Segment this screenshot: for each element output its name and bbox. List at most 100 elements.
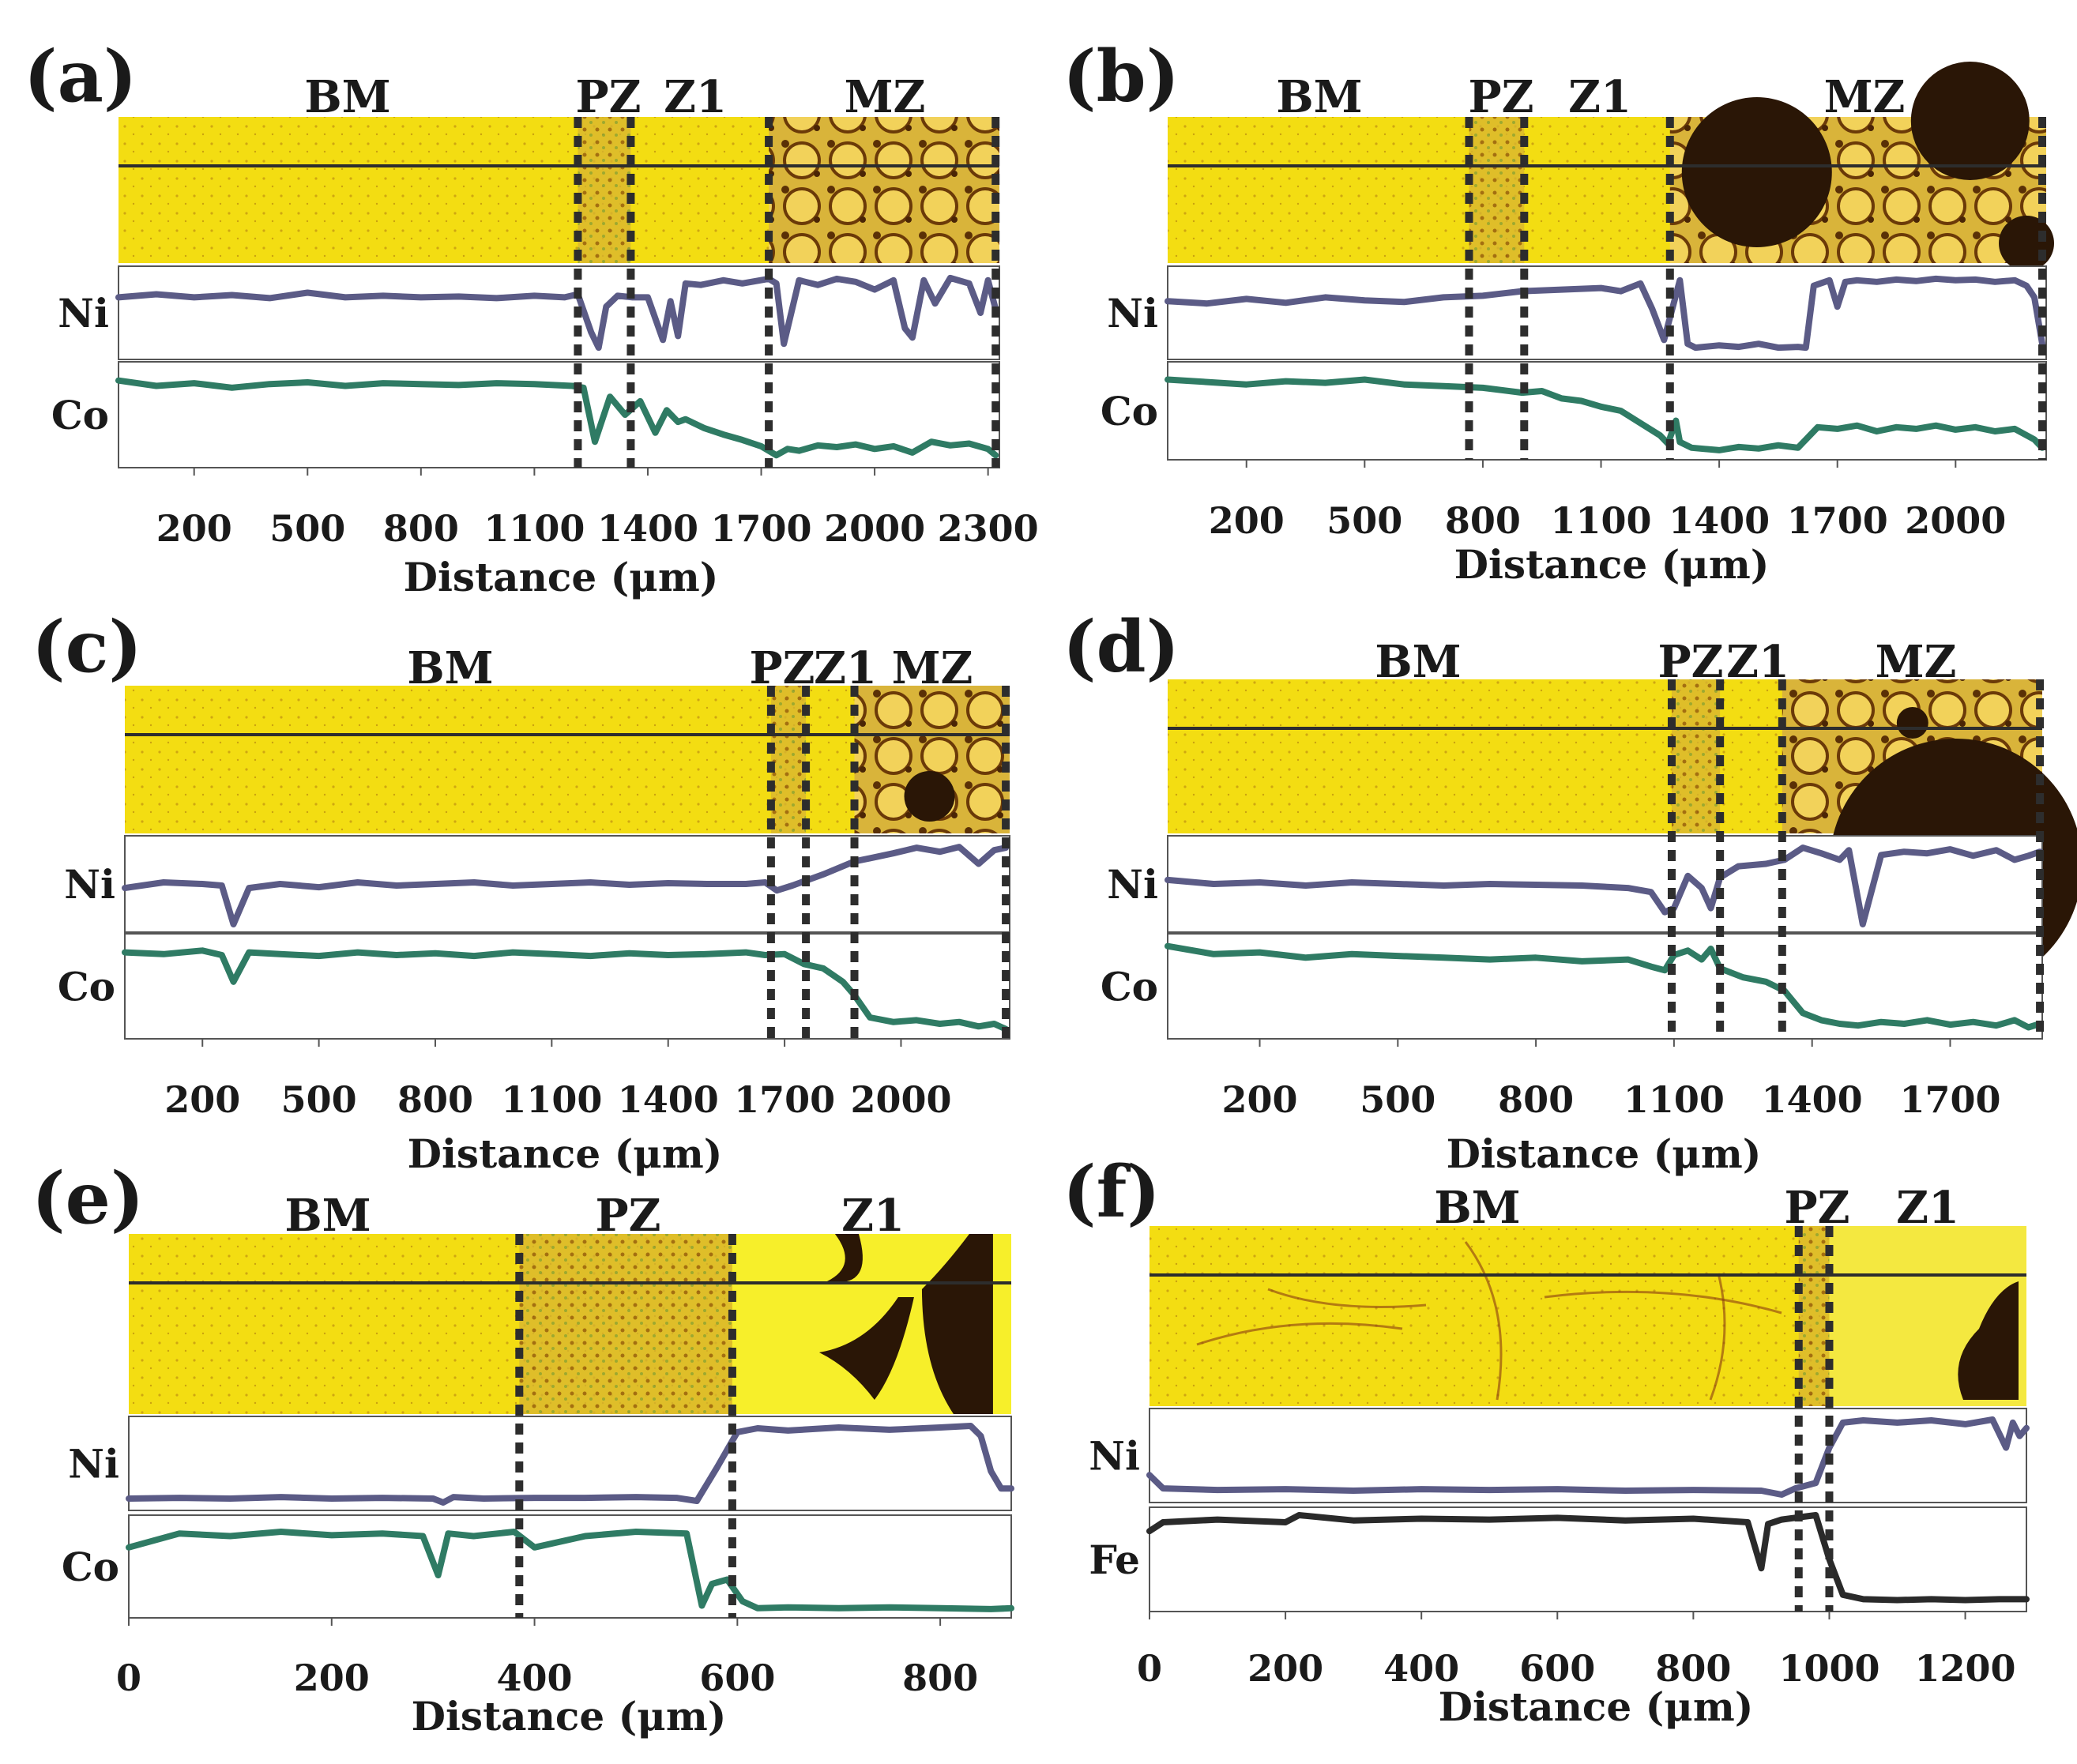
element-label-fe-f: Fe	[1089, 1536, 1140, 1583]
x-tick-label-e-0: 0	[116, 1657, 141, 1699]
element-label-co-c: Co	[58, 964, 115, 1010]
element-label-ni-f: Ni	[1089, 1433, 1140, 1480]
x-tick-label-a-1: 500	[269, 507, 345, 550]
series-line-ni-e	[126, 1423, 1014, 1506]
x-tick-label-b-6: 2000	[1905, 499, 2006, 542]
zone-label-bm-f: BM	[1434, 1182, 1520, 1234]
phase-e3	[921, 1234, 993, 1414]
x-axis-label-a: Distance (μm)	[404, 554, 719, 600]
micrograph-strip-b	[1168, 62, 2054, 271]
x-tick-label-e-2: 400	[497, 1657, 573, 1699]
phase-e2	[818, 1297, 914, 1400]
element-label-ni-a: Ni	[58, 290, 109, 337]
strip-pz-f	[1798, 1226, 1830, 1406]
x-tick-label-f-0: 0	[1137, 1647, 1162, 1690]
phase-f1	[1958, 1281, 2019, 1400]
series-band-co-d: Co	[1101, 933, 2044, 1040]
element-label-ni-d: Ni	[1107, 861, 1158, 908]
x-tick-label-b-4: 1400	[1669, 499, 1770, 542]
x-tick-label-b-2: 800	[1445, 499, 1521, 542]
band-frame-co-a	[118, 361, 1000, 468]
pore-c1	[904, 771, 955, 822]
x-tick-label-c-6: 2000	[850, 1078, 951, 1121]
strip-mz-a	[769, 117, 999, 263]
panel-f: (f) BM PZ Z1 Distance (μm) Ni Fe 0 200 400 60…	[1063, 1150, 2030, 1730]
series-line-co-b	[1165, 376, 2045, 453]
series-band-ni-c: Ni	[64, 835, 1010, 933]
panel-label-f: (f)	[1063, 1150, 1161, 1234]
panel-label-a: (a)	[24, 35, 137, 118]
series-line-co-d	[1165, 942, 2044, 1031]
zone-label-mz-a: MZ	[845, 71, 926, 123]
series-line-ni-c	[122, 844, 1010, 927]
x-tick-label-d-5: 1700	[1899, 1078, 2000, 1121]
series-band-co-e: Co	[62, 1514, 1014, 1619]
x-axis-label-b: Distance (μm)	[1454, 541, 1770, 588]
series-band-ni-e: Ni	[68, 1416, 1014, 1511]
panel-label-d: (d)	[1063, 605, 1180, 689]
zone-label-bm-b: BM	[1276, 71, 1362, 123]
zone-label-z1-b: Z1	[1568, 71, 1631, 123]
x-tick-label-b-1: 500	[1326, 499, 1402, 542]
x-tick-label-a-3: 1100	[484, 507, 585, 550]
x-ticks-d: 200 500 800 1100 1400 1700	[1222, 1039, 2000, 1121]
zone-label-bm-a: BM	[304, 71, 390, 123]
crack-f2	[1464, 1241, 1503, 1401]
x-tick-label-e-4: 800	[902, 1657, 978, 1699]
series-line-co-e	[126, 1529, 1014, 1612]
strip-pz-c	[770, 686, 807, 833]
panel-label-e: (e)	[32, 1157, 144, 1240]
pore-d2	[1896, 707, 1928, 739]
micrograph-strip-f	[1149, 1226, 2026, 1406]
series-band-co-b: Co	[1101, 361, 2047, 461]
series-band-ni-a: Ni	[58, 265, 1000, 360]
zone-labels-a: BM PZ Z1 MZ	[304, 71, 925, 123]
series-line-co-c	[122, 947, 1010, 1032]
zone-labels-f: BM PZ Z1	[1434, 1182, 1959, 1234]
band-frame-co-c	[124, 933, 1010, 1040]
x-tick-label-f-6: 1200	[1915, 1647, 2016, 1690]
micrograph-strip-c	[125, 686, 1010, 833]
x-tick-label-f-3: 600	[1519, 1647, 1595, 1690]
zone-labels-b: BM PZ Z1 MZ	[1276, 71, 1905, 123]
series-line-co-a	[115, 377, 999, 459]
series-band-fe-f: Fe	[1089, 1506, 2030, 1612]
element-label-ni-b: Ni	[1107, 290, 1158, 337]
panel-a: (a) BM PZ Z1 MZ Distance (μm) Ni Co 200 500…	[24, 35, 1039, 600]
x-tick-label-a-7: 2300	[938, 507, 1039, 550]
x-tick-label-b-0: 200	[1209, 499, 1285, 542]
series-band-co-a: Co	[51, 361, 1000, 468]
x-tick-label-a-4: 1400	[597, 507, 698, 550]
crack-f3	[1544, 1290, 1782, 1315]
x-axis-label-c: Distance (μm)	[408, 1130, 723, 1177]
x-ticks-a: 200 500 800 1100 1400 1700 2000 2300	[156, 468, 1039, 550]
x-tick-label-c-3: 1100	[501, 1078, 602, 1121]
series-line-ni-f	[1146, 1416, 2030, 1498]
element-label-co-e: Co	[62, 1544, 119, 1590]
element-label-ni-c: Ni	[64, 861, 115, 908]
x-axis-label-d: Distance (μm)	[1447, 1130, 1762, 1177]
crack-f4	[1709, 1273, 1726, 1401]
zone-label-z1-a: Z1	[664, 71, 727, 123]
x-ticks-b: 200 500 800 1100 1400 1700 2000	[1209, 460, 2006, 542]
x-tick-label-c-1: 500	[281, 1078, 357, 1121]
x-tick-label-f-2: 400	[1383, 1647, 1459, 1690]
x-tick-label-a-6: 2000	[824, 507, 925, 550]
x-tick-label-c-4: 1400	[618, 1078, 719, 1121]
series-line-fe-f	[1146, 1512, 2030, 1604]
pore-b2	[1910, 62, 2030, 180]
x-tick-label-c-2: 800	[397, 1078, 473, 1121]
x-tick-label-e-3: 600	[699, 1657, 775, 1699]
zone-labels-e: BM PZ Z1	[284, 1190, 905, 1242]
series-band-ni-d: Ni	[1107, 835, 2044, 933]
band-frame-fe-f	[1149, 1506, 2027, 1612]
x-tick-label-b-5: 1700	[1787, 499, 1888, 542]
x-tick-label-d-4: 1400	[1762, 1078, 1863, 1121]
series-line-ni-a	[115, 274, 999, 352]
element-label-co-d: Co	[1101, 964, 1158, 1010]
crack-f1	[1196, 1322, 1403, 1346]
zone-label-pz-e: PZ	[596, 1190, 661, 1242]
